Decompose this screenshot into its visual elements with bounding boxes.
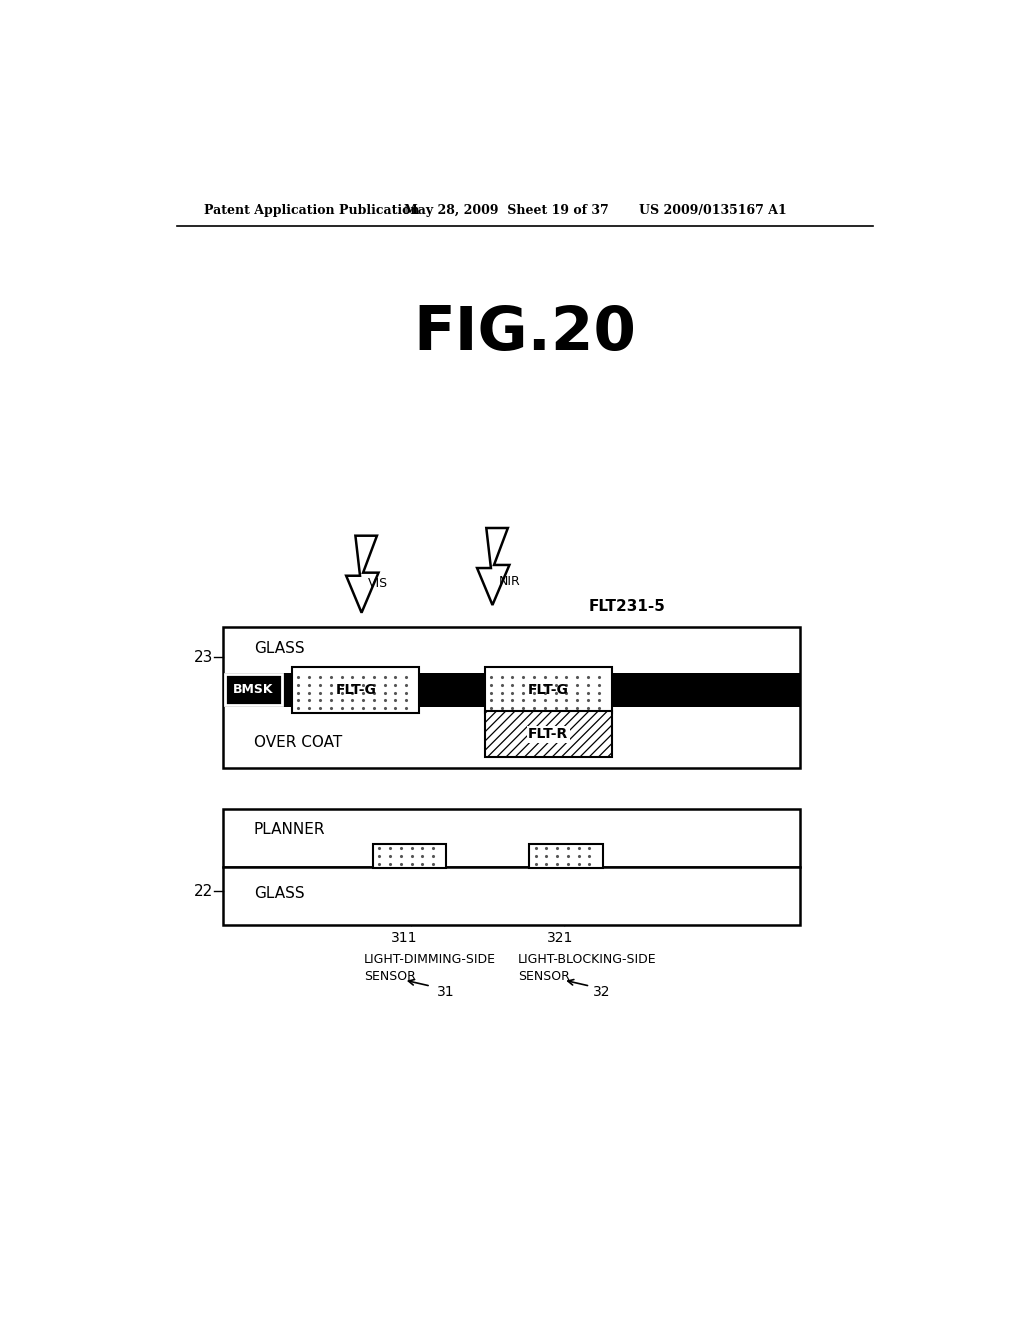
Bar [223, 867, 801, 924]
Text: SENSOR: SENSOR [364, 970, 416, 982]
Bar [223, 627, 801, 768]
Text: GLASS: GLASS [254, 886, 304, 902]
Text: 32: 32 [593, 985, 610, 999]
Text: 23: 23 [194, 649, 213, 665]
FancyArrowPatch shape [412, 871, 419, 927]
Bar [223, 809, 801, 867]
Text: FLT-R: FLT-R [528, 727, 568, 742]
Text: NIR: NIR [499, 576, 520, 589]
Text: BMSK: BMSK [233, 684, 273, 696]
FancyArrowPatch shape [570, 631, 610, 667]
Text: US 2009/0135167 A1: US 2009/0135167 A1 [639, 205, 786, 218]
Bar [292, 667, 419, 713]
FancyArrowPatch shape [568, 979, 588, 986]
Text: VIS: VIS [368, 577, 388, 590]
Bar [223, 673, 801, 706]
Text: FLT-G: FLT-G [527, 682, 568, 697]
Text: 31: 31 [437, 985, 455, 999]
Text: FLT-G: FLT-G [335, 682, 376, 697]
Text: OVER COAT: OVER COAT [254, 734, 342, 750]
FancyArrowPatch shape [409, 979, 428, 986]
Text: LIGHT-BLOCKING-SIDE: LIGHT-BLOCKING-SIDE [518, 953, 656, 966]
Text: GLASS: GLASS [254, 642, 304, 656]
Text: May 28, 2009  Sheet 19 of 37: May 28, 2009 Sheet 19 of 37 [403, 205, 608, 218]
Bar [224, 675, 283, 705]
Bar [484, 711, 611, 758]
Text: Patent Application Publication: Patent Application Publication [204, 205, 419, 218]
Text: 311: 311 [391, 931, 417, 945]
FancyArrowPatch shape [564, 871, 572, 927]
Text: LIGHT-DIMMING-SIDE: LIGHT-DIMMING-SIDE [364, 953, 496, 966]
Bar [484, 667, 611, 713]
Bar [373, 843, 446, 869]
Text: 321: 321 [547, 931, 573, 945]
Text: FIG.20: FIG.20 [414, 305, 636, 363]
Text: SENSOR: SENSOR [518, 970, 569, 982]
Text: PLANNER: PLANNER [254, 822, 326, 837]
Bar [529, 843, 602, 869]
Text: 22: 22 [194, 884, 213, 899]
Text: FLT231-5: FLT231-5 [589, 599, 666, 614]
Bar [484, 711, 611, 758]
